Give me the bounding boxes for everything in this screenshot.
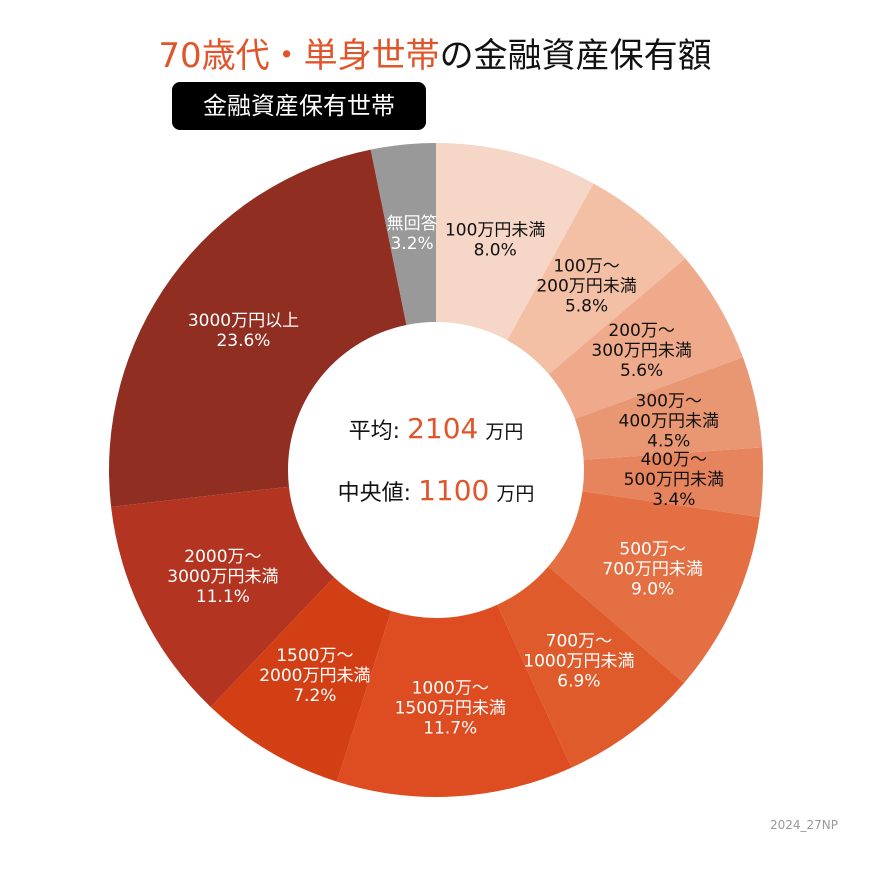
slice-category: 700万〜 — [546, 631, 612, 651]
slice-label-10: 3000万円以上 23.6% — [188, 311, 299, 351]
chart-title: 70歳代・単身世帯の金融資産保有額 — [0, 28, 870, 77]
median-label: 中央値: — [337, 481, 412, 506]
slice-label-1: 100万〜 200万円未満 5.8% — [536, 257, 636, 317]
slice-category: 無回答 — [387, 214, 438, 234]
slice-6 — [497, 566, 684, 768]
slice-category: 200万円未満 — [536, 277, 636, 297]
mean-readout: 平均: 2104 万円 — [290, 412, 582, 445]
slice-percent: 23.6% — [216, 331, 270, 351]
slice-7 — [336, 604, 572, 798]
slice-3 — [574, 357, 763, 460]
slice-category: 2000万〜 — [184, 547, 261, 567]
slice-percent: 4.5% — [647, 431, 690, 451]
footer-code: 2024_27NP — [769, 818, 838, 832]
slice-9 — [111, 486, 335, 707]
mean-label: 平均: — [348, 419, 401, 444]
slice-label-6: 700万〜 1000万円未満 6.9% — [523, 631, 634, 691]
slice-label-0: 100万円未満 8.0% — [445, 220, 545, 260]
slice-label-7: 1000万〜 1500万円未満 11.7% — [395, 679, 506, 739]
slice-category: 100万円未満 — [445, 220, 545, 240]
slice-percent: 7.2% — [293, 686, 336, 706]
slice-percent: 11.1% — [196, 587, 250, 607]
slice-percent: 5.8% — [565, 297, 608, 317]
slice-label-8: 1500万〜 2000万円未満 7.2% — [259, 646, 370, 706]
mean-unit: 万円 — [485, 421, 524, 443]
slice-label-3: 300万〜 400万円未満 4.5% — [619, 391, 719, 451]
title-highlight: 70歳代・単身世帯 — [158, 36, 440, 76]
slice-2 — [548, 258, 743, 419]
slice-percent: 5.6% — [620, 361, 663, 381]
slice-0 — [436, 143, 594, 341]
title-rest: の金融資産保有額 — [439, 36, 712, 76]
slice-label-5: 500万〜 700万円未満 9.0% — [602, 540, 702, 600]
slice-percent: 6.9% — [557, 671, 600, 691]
slice-label-9: 2000万〜 3000万円未満 11.1% — [167, 547, 278, 607]
slice-1 — [507, 183, 686, 375]
slice-percent: 3.2% — [391, 234, 434, 254]
slice-category: 1500万円未満 — [395, 699, 506, 719]
slice-10 — [109, 149, 407, 507]
slice-category: 700万円未満 — [602, 560, 702, 580]
slice-category: 3000万円以上 — [188, 311, 299, 331]
median-unit: 万円 — [496, 483, 535, 505]
median-value: 1100 — [418, 474, 490, 507]
slice-category: 400万円未満 — [619, 411, 719, 431]
slice-label-11: 無回答 3.2% — [387, 214, 438, 254]
slice-label-4: 400万〜 500万円未満 3.4% — [624, 450, 724, 510]
slice-8 — [210, 577, 392, 782]
slice-percent: 11.7% — [423, 719, 477, 739]
slice-category: 500万〜 — [619, 540, 685, 560]
slice-percent: 3.4% — [652, 490, 695, 510]
slice-category: 300万〜 — [636, 391, 702, 411]
slice-category: 3000万円未満 — [167, 567, 278, 587]
slice-category: 400万〜 — [641, 450, 707, 470]
median-readout: 中央値: 1100 万円 — [290, 474, 582, 507]
slice-category: 1000万〜 — [412, 679, 489, 699]
mean-value: 2104 — [407, 412, 479, 445]
slice-category: 1500万〜 — [276, 646, 353, 666]
slice-category: 300万円未満 — [591, 341, 691, 361]
slice-category: 100万〜 — [553, 257, 619, 277]
slice-category: 500万円未満 — [624, 470, 724, 490]
slice-5 — [548, 491, 760, 684]
slice-category: 200万〜 — [608, 321, 674, 341]
slice-category: 1000万円未満 — [523, 651, 634, 671]
slice-percent: 8.0% — [474, 240, 517, 260]
slice-label-2: 200万〜 300万円未満 5.6% — [591, 321, 691, 381]
slice-4 — [582, 447, 763, 518]
slice-category: 2000万円未満 — [259, 666, 370, 686]
slice-11 — [370, 143, 436, 325]
subtitle-badge: 金融資産保有世帯 — [172, 82, 426, 130]
slice-percent: 9.0% — [631, 580, 674, 600]
